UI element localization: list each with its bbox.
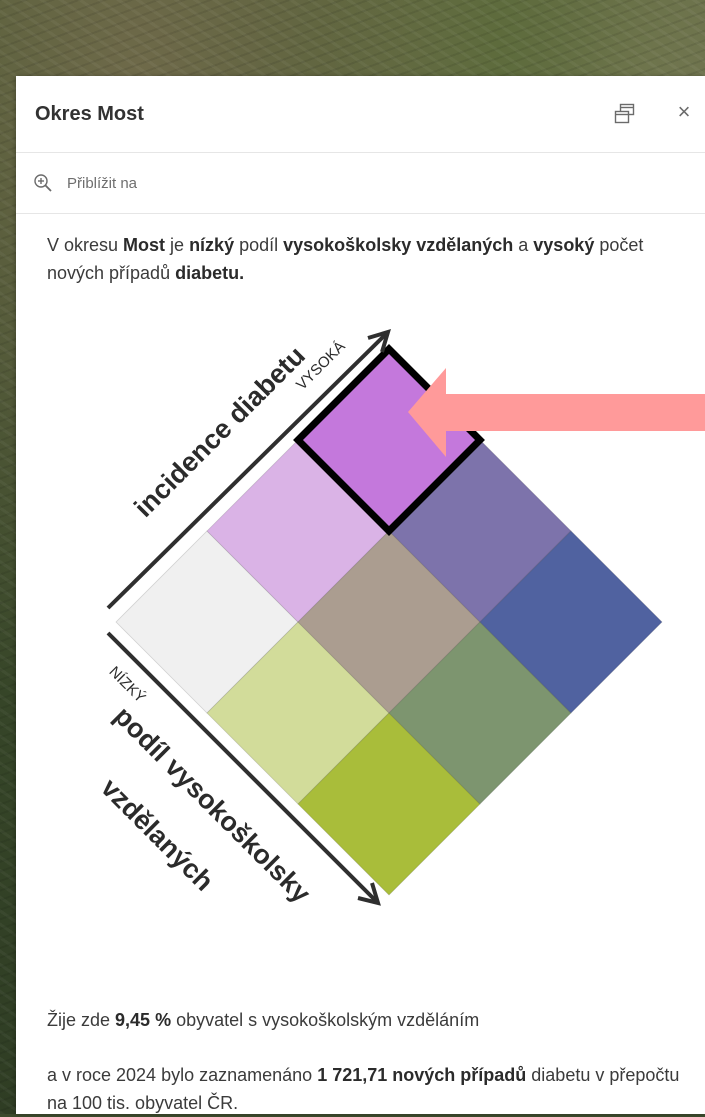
- disease-name: diabetu.: [175, 263, 245, 283]
- zoom-to-action[interactable]: Přiblížit na: [16, 153, 705, 214]
- selected-cell-pointer-arrow: [408, 368, 705, 457]
- education-axis-arrow: [106, 631, 380, 905]
- stat-text-part: Žije zde: [47, 1010, 116, 1030]
- education-term: vysokoškolsky vzdělaných: [283, 235, 514, 255]
- close-icon: ×: [677, 99, 691, 124]
- intro-text: V okresu Most je nízký podíl vysokoškols…: [47, 231, 677, 287]
- panel-header: Okres Most ×: [16, 76, 705, 153]
- stat-text-part: diabetu v přepočtu na 100 tis. obyvatel …: [47, 1065, 680, 1113]
- education-axis-arrowhead: [357, 882, 381, 906]
- district-name: Most: [123, 235, 166, 255]
- stat-text-part: obyvatel s vysokoškolským vzděláním: [171, 1010, 480, 1030]
- cases-value: 1 721,71 nových případů: [317, 1065, 527, 1085]
- zoom-in-icon: [34, 174, 52, 192]
- intro-text-part: podíl: [234, 235, 284, 255]
- education-level: nízký: [189, 235, 235, 255]
- close-button[interactable]: ×: [672, 100, 696, 124]
- selected-cell-highlight: [293, 344, 485, 536]
- panel-title: Okres Most: [35, 102, 144, 125]
- intro-text-part: počet nových případů: [47, 235, 644, 283]
- stat-text-part: a v roce 2024 bylo zaznamenáno: [47, 1065, 318, 1085]
- incidence-level: vysoký: [533, 235, 595, 255]
- dock-icon: [614, 103, 635, 124]
- intro-text-part: a: [513, 235, 534, 255]
- popup-panel: Okres Most × Přiblížit na V okresu Most …: [16, 76, 705, 1114]
- incidence-axis-arrowhead: [367, 329, 391, 353]
- intro-text-part: je: [165, 235, 190, 255]
- bivariate-legend: incidence diabetu VYSOKÁ NÍZKÝ podíl vys…: [95, 329, 705, 909]
- intro-text-part: V okresu: [47, 235, 124, 255]
- legend-cell: [479, 530, 663, 714]
- zoom-to-label: Přiblížit na: [67, 174, 138, 192]
- diabetes-stat: a v roce 2024 bylo zaznamenáno 1 721,71 …: [47, 1061, 687, 1117]
- incidence-axis-arrow: [106, 330, 390, 610]
- education-stat: Žije zde 9,45 % obyvatel s vysokoškolský…: [47, 1006, 687, 1034]
- selected-cell-outline: [293, 344, 485, 536]
- education-value: 9,45 %: [115, 1010, 172, 1030]
- dock-button[interactable]: [614, 103, 636, 125]
